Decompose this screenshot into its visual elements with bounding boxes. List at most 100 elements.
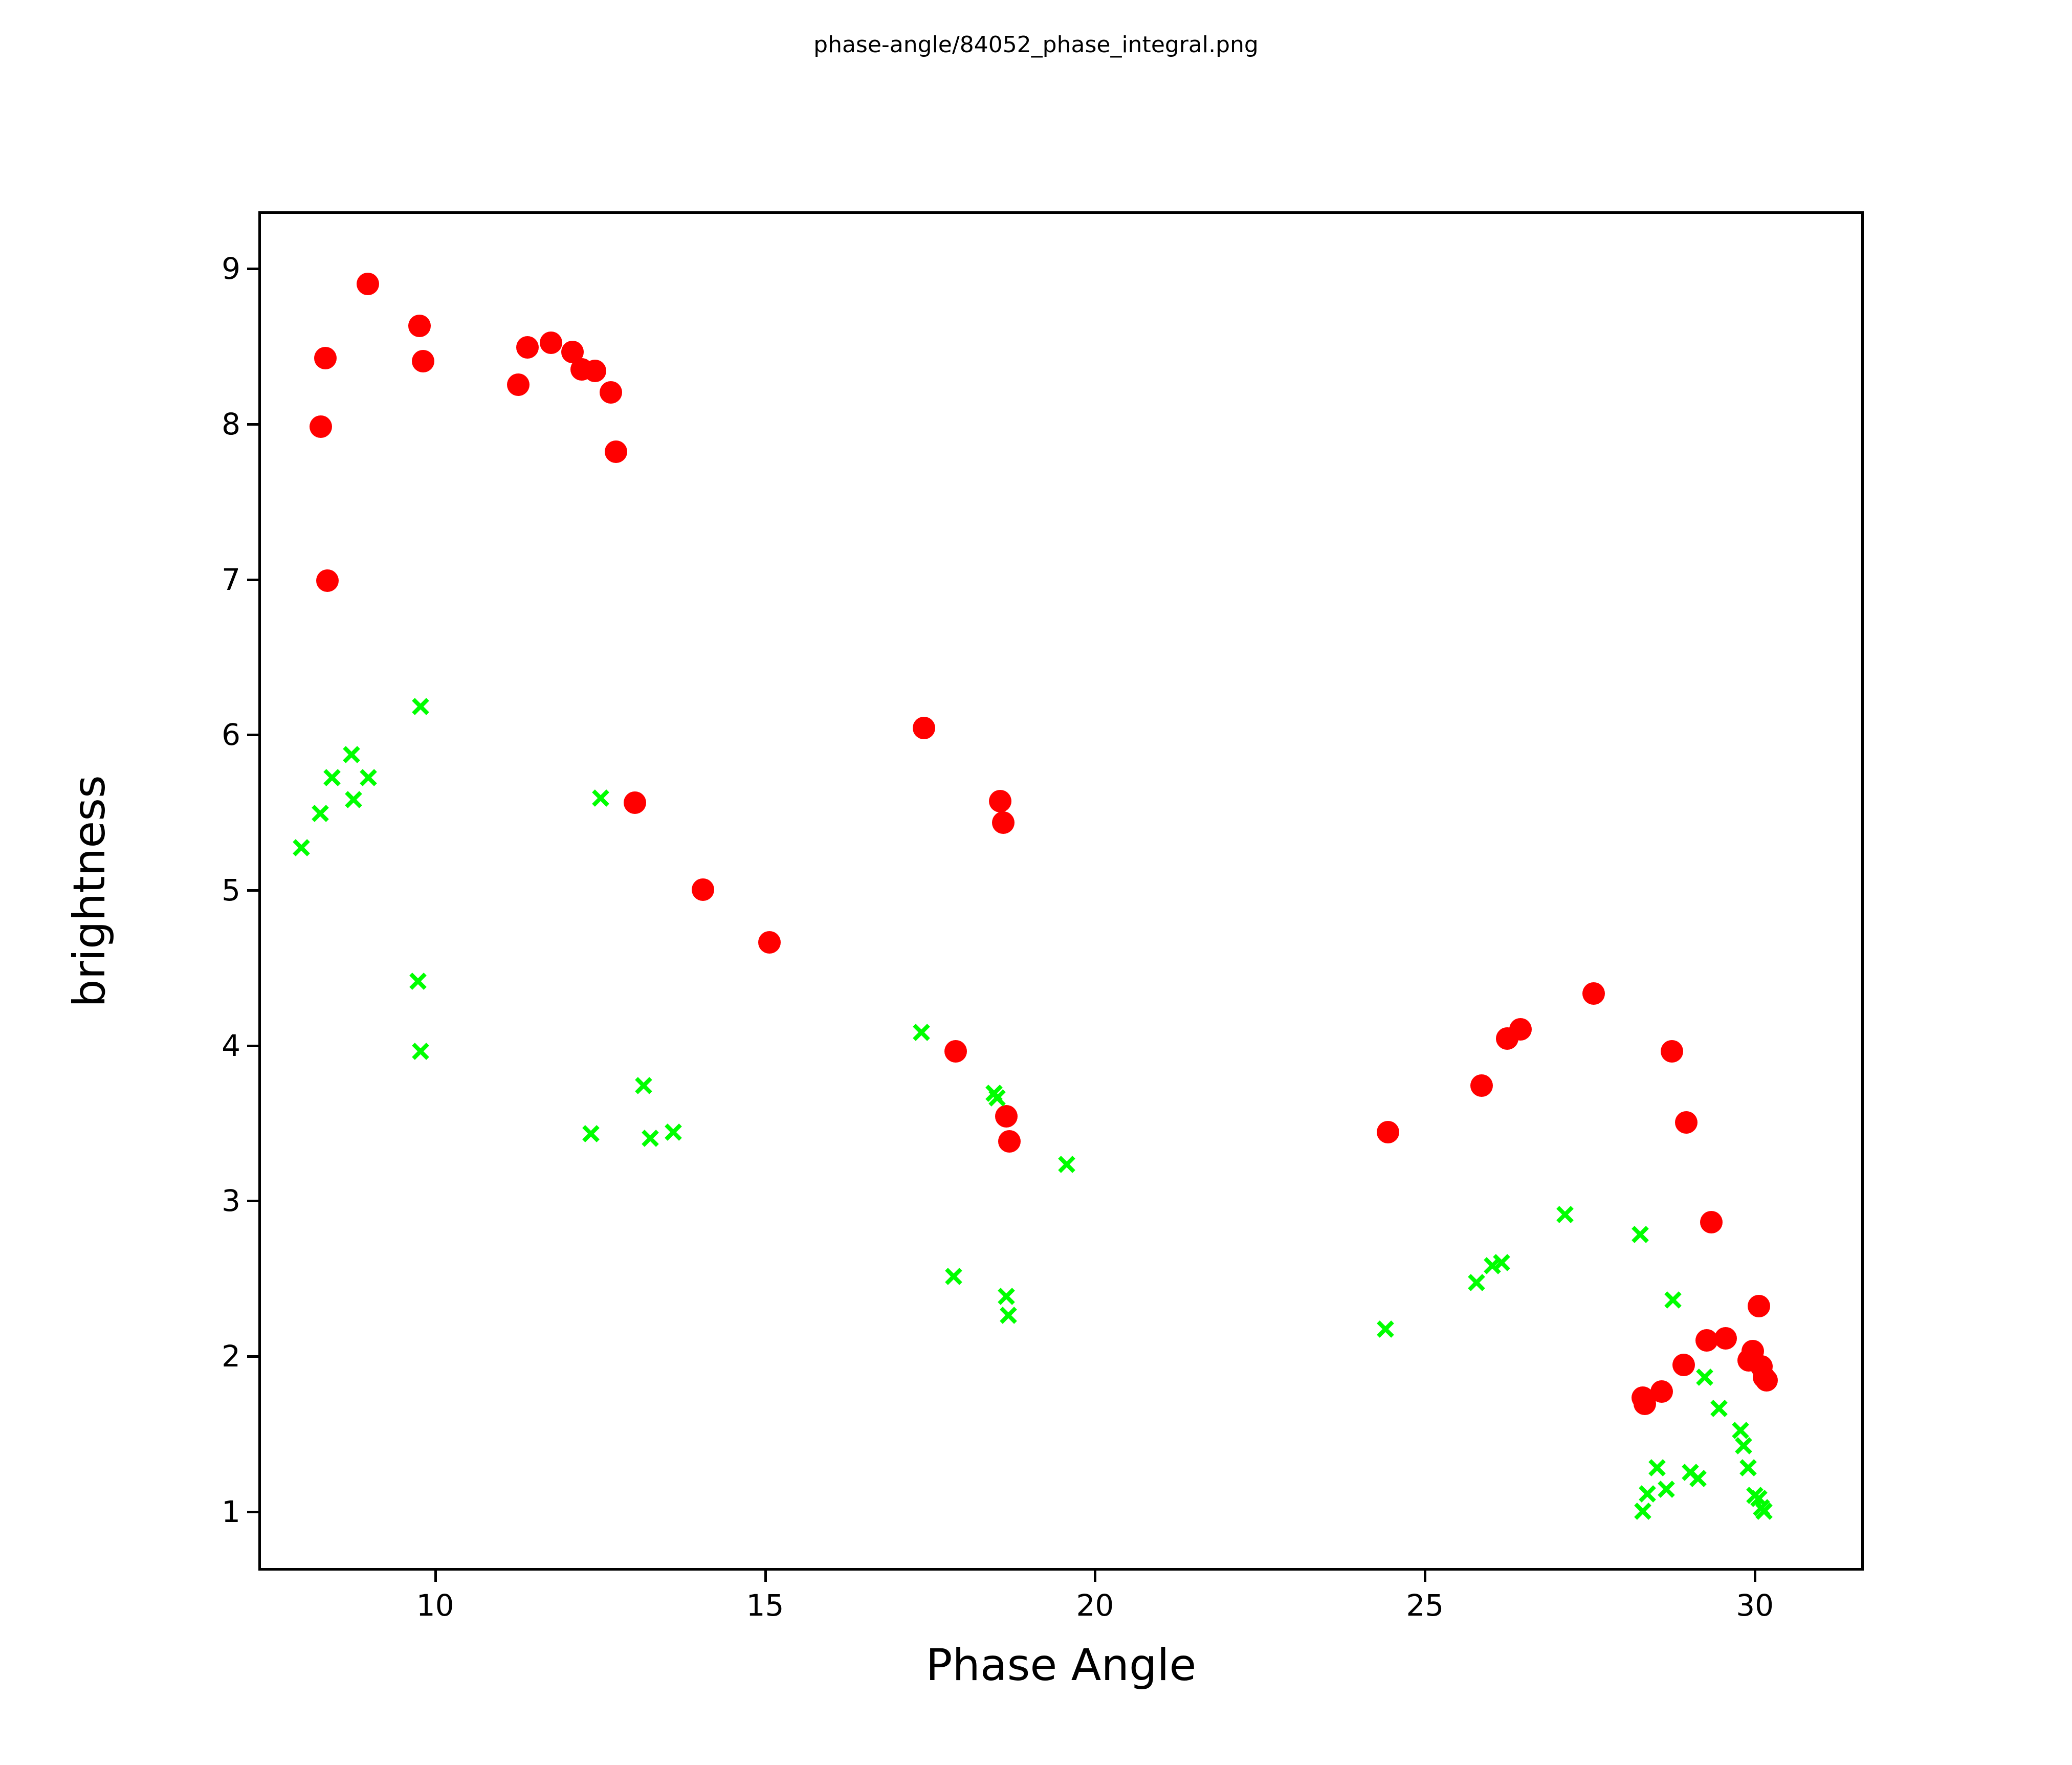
data-point-circle [1470,1074,1493,1097]
data-point-circle [507,373,530,396]
data-point-cross [323,769,341,787]
data-point-cross [1731,1421,1749,1439]
data-point-cross [642,1129,659,1147]
data-point-cross [412,1042,429,1060]
y-tick-mark [247,1044,258,1047]
data-point-cross [945,1268,963,1285]
data-point-cross [1634,1502,1651,1520]
data-point-cross [1638,1485,1656,1503]
data-point-cross [582,1124,600,1142]
data-point-cross [292,839,310,856]
y-tick-mark [247,423,258,426]
data-point-circle [1582,982,1605,1005]
data-point-circle [944,1040,967,1063]
data-point-circle [316,569,339,592]
data-point-circle [913,717,936,740]
data-point-circle [998,1130,1021,1153]
data-point-circle [1674,1111,1698,1134]
data-point-cross [988,1089,1006,1107]
data-point-circle [1755,1369,1778,1392]
data-point-cross [1696,1369,1713,1386]
data-point-circle [1714,1327,1737,1350]
data-point-cross [409,973,427,990]
data-point-circle [1700,1210,1723,1233]
data-point-cross [1664,1291,1682,1309]
data-point-circle [599,381,622,404]
data-point-cross [1000,1307,1018,1324]
data-point-cross [1631,1226,1649,1243]
data-point-circle [991,811,1015,834]
data-point-cross [1710,1400,1728,1417]
data-point-circle [1660,1040,1683,1063]
y-tick-mark [247,1200,258,1203]
y-tick-label: 2 [222,1338,240,1374]
data-point-circle [314,347,337,370]
data-point-circle [988,789,1011,812]
data-point-circle [604,440,627,463]
y-tick-label: 4 [222,1028,240,1063]
data-point-cross [913,1024,930,1042]
data-point-circle [692,878,715,901]
data-point-cross [412,697,429,715]
data-point-cross [1376,1320,1394,1338]
data-point-cross [1057,1156,1075,1174]
y-tick-mark [247,268,258,271]
x-tick-mark [434,1571,437,1582]
y-axis-label: brightness [64,775,115,1007]
data-point-circle [1376,1120,1399,1143]
data-point-circle [1695,1329,1718,1352]
data-point-circle [758,931,781,954]
data-point-cross [344,790,362,808]
data-point-cross [360,769,378,787]
y-tick-mark [247,1355,258,1358]
data-point-circle [412,350,435,373]
x-tick-label: 30 [1736,1588,1774,1623]
data-point-circle [1747,1294,1770,1317]
x-tick-mark [1094,1571,1097,1582]
data-point-circle [583,359,606,382]
y-tick-mark [247,889,258,892]
data-point-circle [1650,1380,1673,1403]
data-point-cross [1739,1459,1757,1476]
data-point-cross [1648,1459,1666,1476]
data-point-cross [1755,1502,1773,1520]
data-point-cross [1492,1253,1510,1271]
data-point-cross [635,1076,652,1094]
data-point-cross [592,789,610,807]
plot-area [261,214,1861,1568]
x-tick-label: 15 [746,1588,784,1623]
data-point-cross [1467,1274,1485,1291]
y-tick-label: 6 [222,717,240,753]
data-point-circle [1672,1354,1695,1377]
x-tick-mark [764,1571,767,1582]
x-tick-label: 20 [1076,1588,1114,1623]
y-tick-label: 7 [222,562,240,597]
data-point-cross [1735,1437,1752,1454]
x-tick-mark [1424,1571,1427,1582]
x-tick-label: 25 [1406,1588,1444,1623]
data-point-cross [998,1288,1016,1306]
data-point-circle [624,791,647,814]
data-point-circle [540,332,563,355]
data-point-circle [516,336,539,359]
y-tick-label: 1 [222,1494,240,1529]
data-point-cross [1658,1481,1676,1498]
y-tick-label: 8 [222,407,240,442]
y-tick-label: 3 [222,1183,240,1219]
data-point-circle [310,415,333,438]
y-tick-mark [247,734,258,737]
data-point-cross [312,805,329,822]
data-point-circle [356,272,379,295]
data-point-circle [995,1105,1018,1128]
y-tick-label: 9 [222,251,240,286]
figure-title: phase-angle/84052_phase_integral.png [813,32,1259,58]
y-tick-mark [247,578,258,581]
data-point-cross [1689,1469,1707,1487]
y-tick-label: 5 [222,872,240,908]
x-axis-label: Phase Angle [925,1640,1197,1691]
x-tick-mark [1754,1571,1757,1582]
data-point-cross [665,1123,682,1141]
y-tick-mark [247,1510,258,1513]
plot-axes-frame [258,211,1864,1571]
data-point-cross [1556,1205,1574,1223]
